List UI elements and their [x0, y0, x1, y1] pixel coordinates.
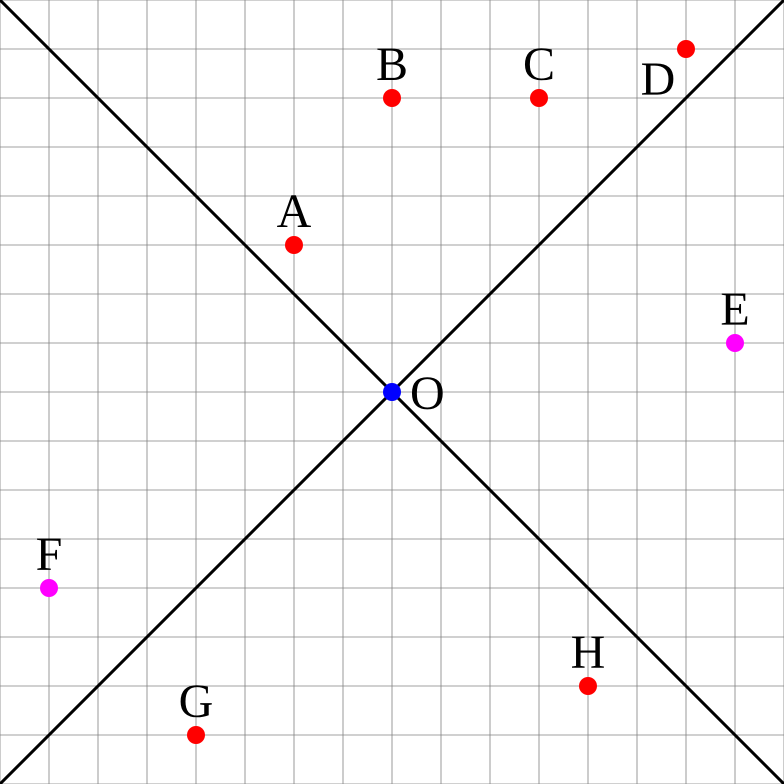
point-label-d: D: [641, 53, 676, 106]
point-label-h: H: [571, 626, 606, 679]
point-h: [579, 677, 597, 695]
point-c: [530, 89, 548, 107]
point-label-b: B: [376, 38, 408, 91]
point-e: [726, 334, 744, 352]
point-label-c: C: [523, 38, 555, 91]
point-b: [383, 89, 401, 107]
point-label-f: F: [36, 528, 63, 581]
point-g: [187, 726, 205, 744]
point-label-e: E: [720, 283, 749, 336]
point-label-a: A: [277, 185, 312, 238]
points: A B C D E O F G H: [36, 38, 750, 744]
point-o: [383, 383, 401, 401]
point-d: [677, 40, 695, 58]
point-label-g: G: [179, 675, 214, 728]
point-f: [40, 579, 58, 597]
point-label-o: O: [410, 367, 445, 420]
point-a: [285, 236, 303, 254]
